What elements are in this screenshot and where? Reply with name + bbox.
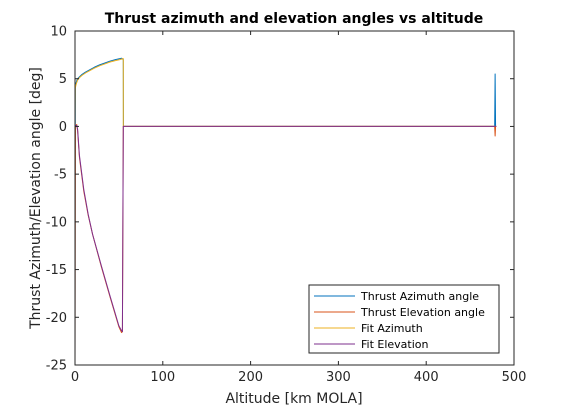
y-tick-label: 0 <box>59 120 67 135</box>
y-tick-label: -10 <box>46 215 67 230</box>
y-tick-label: -15 <box>46 263 67 278</box>
x-tick-label: 500 <box>502 370 527 385</box>
chart-title: Thrust azimuth and elevation angles vs a… <box>105 11 484 27</box>
legend-entry: Fit Azimuth <box>361 322 423 335</box>
y-tick-label: 10 <box>50 25 67 40</box>
series-line-3 <box>75 59 496 127</box>
y-tick-label: -20 <box>46 311 67 326</box>
legend-entry: Fit Elevation <box>361 338 429 351</box>
y-tick-label: -5 <box>54 168 67 183</box>
x-tick-label: 200 <box>238 370 263 385</box>
x-axis-label: Altitude [km MOLA] <box>225 391 362 407</box>
y-axis-label: Thrust Azimuth/Elevation angle [deg] <box>28 67 44 330</box>
x-tick-label: 100 <box>150 370 175 385</box>
x-tick-label: 0 <box>71 370 79 385</box>
x-tick-label: 400 <box>414 370 439 385</box>
legend: Thrust Azimuth angle Thrust Elevation ang… <box>309 285 499 353</box>
y-tick-label: -25 <box>46 359 67 374</box>
x-tick-label: 300 <box>326 370 351 385</box>
y-tick-label: 5 <box>59 72 67 87</box>
legend-entry: Thrust Elevation angle <box>360 306 485 319</box>
legend-entry: Thrust Azimuth angle <box>360 290 479 303</box>
